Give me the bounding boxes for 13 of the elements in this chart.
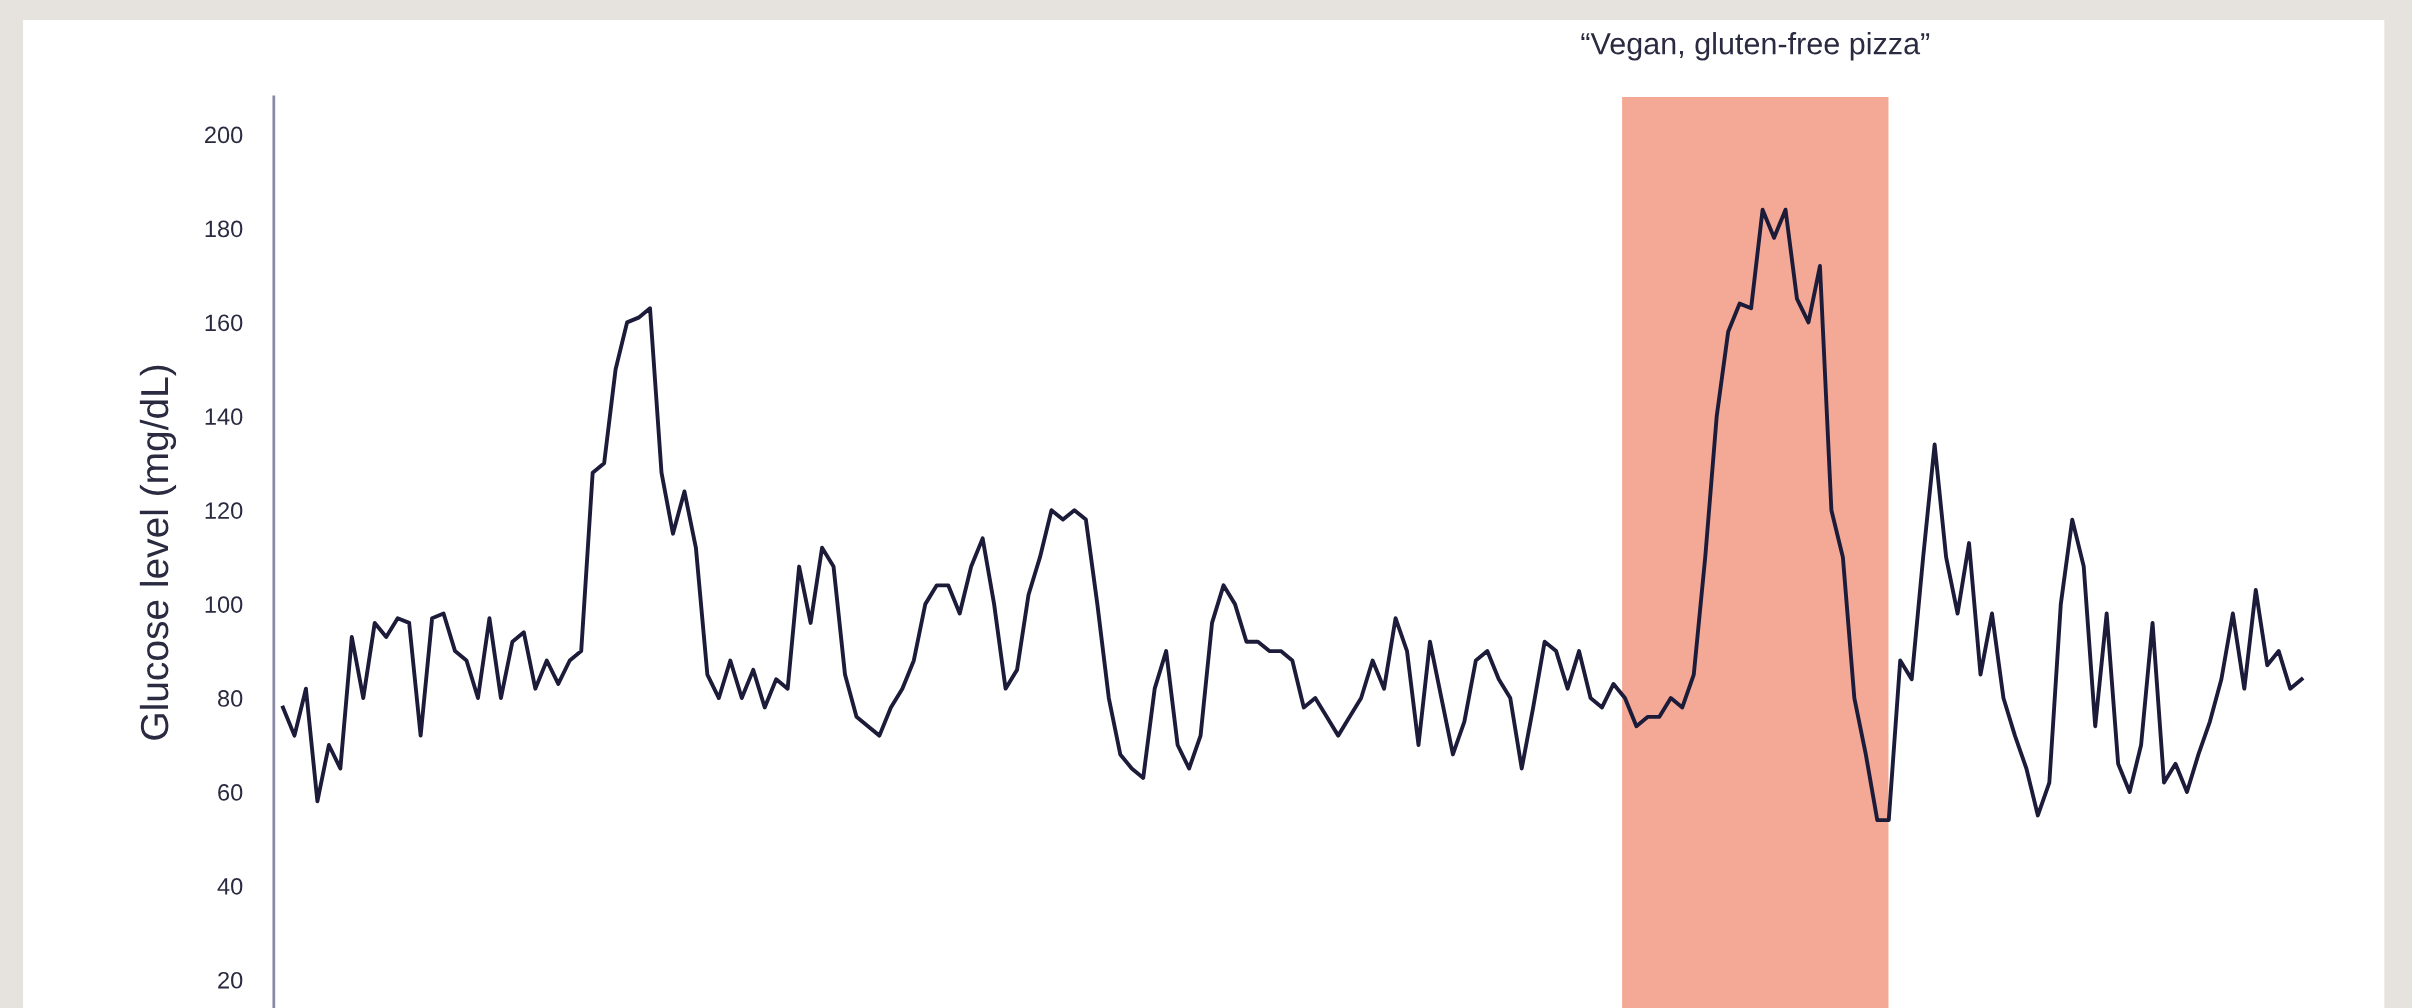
y-tick-label: 160 <box>205 314 243 332</box>
y-tick-label: 60 <box>218 784 243 801</box>
line-series <box>281 207 2304 823</box>
y-tick-label: 120 <box>205 502 243 519</box>
y-tick-label: 20 <box>218 971 243 989</box>
y-tick-label: 140 <box>205 408 243 426</box>
y-tick-label: 180 <box>205 220 243 238</box>
y-tick-label: 200 <box>205 126 243 144</box>
text: “Vegan, gluten-free pizza” <box>1581 32 1930 61</box>
y-tick-label: 80 <box>218 690 243 707</box>
y-axis-title: Glucose level (mg/dL) <box>139 365 177 740</box>
y-tick-label: 40 <box>217 877 243 895</box>
y-tick-label: 100 <box>205 596 243 613</box>
